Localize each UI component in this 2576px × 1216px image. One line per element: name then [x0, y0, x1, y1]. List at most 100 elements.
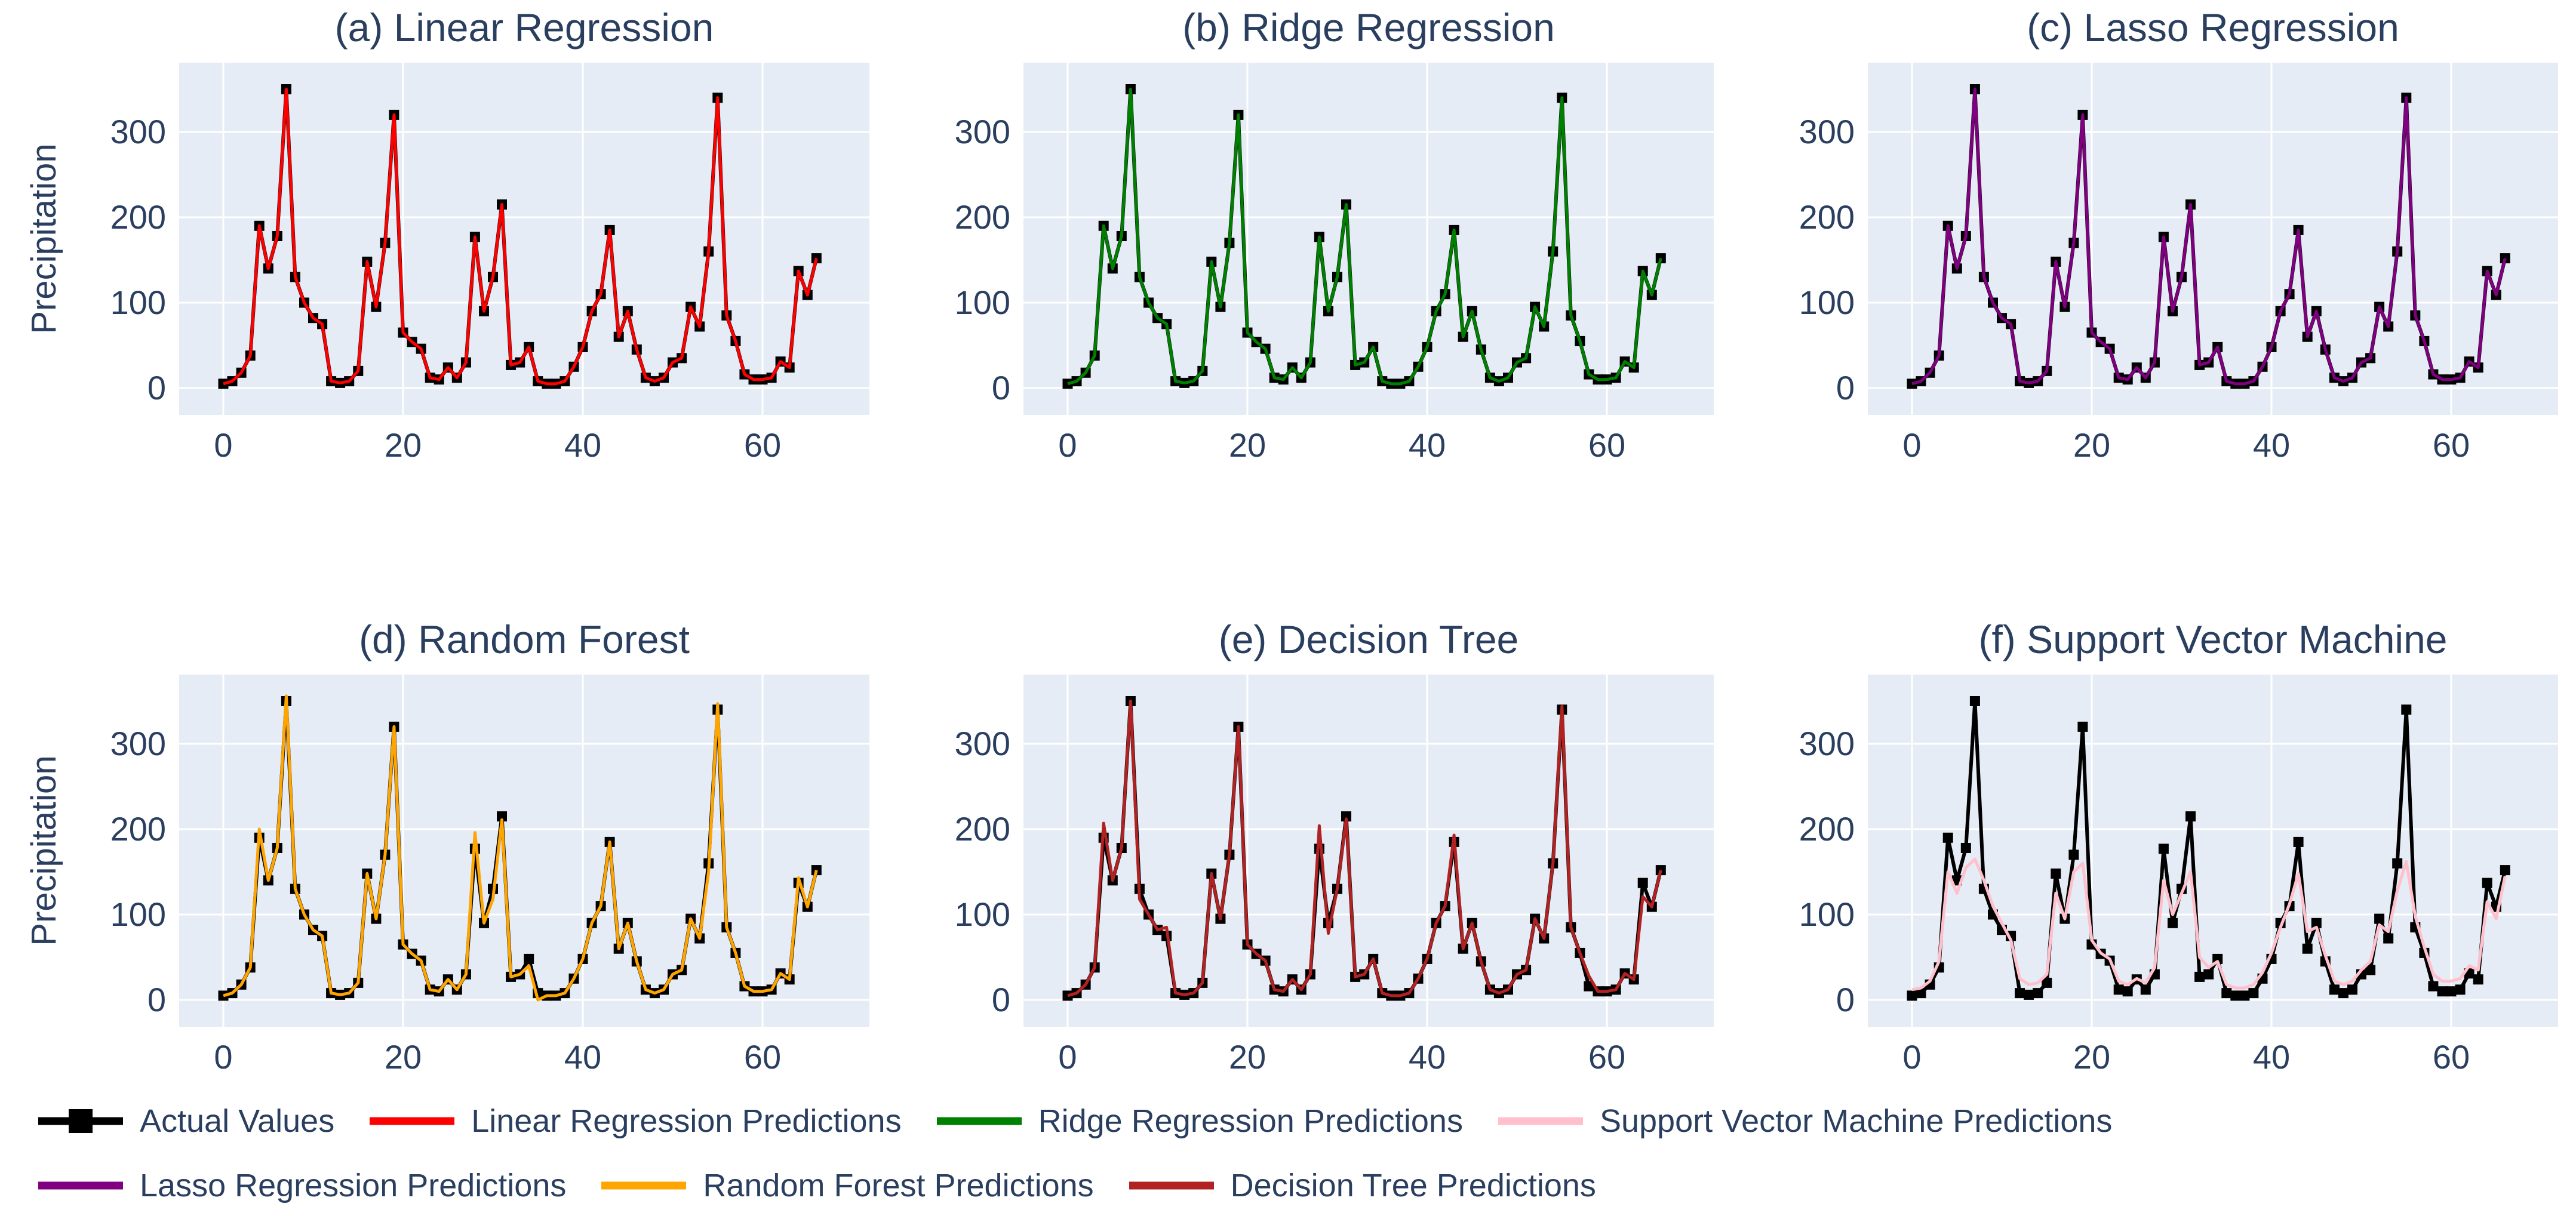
actual-marker — [2230, 990, 2241, 1001]
y-tick-label: 300 — [1799, 113, 1855, 150]
actual-marker — [2338, 988, 2348, 999]
subplot-linear-regression: (a) Linear Regression 0 20 40 60 0 100 200 300 — [78, 0, 869, 484]
x-tick-label: 60 — [743, 426, 782, 464]
y-tick-label: 300 — [954, 725, 1010, 762]
x-tick-label: 60 — [2432, 426, 2470, 464]
actual-marker — [2365, 965, 2376, 975]
actual-marker — [2140, 984, 2151, 995]
actual-marker — [1942, 832, 1953, 843]
actual-marker — [2168, 918, 2178, 928]
x-tick-label: 60 — [1588, 1038, 1626, 1076]
y-tick-label: 0 — [1836, 369, 1855, 407]
x-tick-label: 20 — [384, 1038, 422, 1076]
actual-marker — [2401, 704, 2412, 715]
legend-row-1: Actual Values Linear Regression Predicti… — [36, 1097, 2112, 1145]
x-tick-label: 0 — [1058, 426, 1077, 464]
plot-area-random-forest — [179, 675, 869, 1027]
y-axis-title-row1: Precipitation — [24, 143, 63, 334]
subplot-lasso-regression: (c) Lasso Regression 0 20 40 60 0 100 200 300 — [1766, 0, 2558, 484]
x-tick-label: 40 — [1408, 1038, 1446, 1076]
y-tick-label: 0 — [147, 369, 166, 407]
actual-marker — [2293, 836, 2304, 847]
x-tick-label: 20 — [1228, 426, 1267, 464]
y-axis-title-row2: Precipitation — [24, 755, 63, 946]
decision-tree-swatch-icon — [1129, 1181, 1214, 1190]
prediction-line-svm — [1911, 857, 2507, 992]
actual-marker — [2455, 984, 2466, 995]
legend-label: Decision Tree Predictions — [1230, 1168, 1596, 1203]
y-tick-label: 300 — [954, 113, 1010, 150]
y-tick-label: 300 — [1799, 725, 1855, 762]
actual-marker — [2500, 865, 2510, 876]
actual-marker — [2015, 988, 2025, 999]
prediction-line-random_forest — [223, 694, 818, 1002]
x-tick-label: 60 — [1588, 426, 1626, 464]
y-tick-label: 0 — [1836, 981, 1855, 1018]
x-tick-label: 0 — [1902, 1038, 1922, 1076]
actual-marker — [2248, 988, 2259, 999]
x-tick-label: 60 — [2432, 1038, 2470, 1076]
actual-marker — [1655, 865, 1666, 876]
actual-marker — [1969, 696, 1980, 706]
y-tick-label: 100 — [954, 895, 1010, 933]
plot-area-lasso-regression — [1868, 63, 2558, 415]
actual-marker — [2482, 878, 2492, 888]
x-tick-label: 40 — [564, 426, 602, 464]
y-tick-label: 0 — [991, 369, 1010, 407]
legend-item-linear-regression: Linear Regression Predictions — [367, 1102, 902, 1140]
plot-area-decision-tree — [1023, 675, 1714, 1027]
prediction-line-lasso — [1911, 88, 2507, 386]
legend-label: Random Forest Predictions — [703, 1168, 1094, 1203]
y-tick-label: 200 — [954, 810, 1010, 848]
x-tick-label: 60 — [743, 1038, 782, 1076]
x-tick-label: 20 — [1228, 1038, 1267, 1076]
actual-marker — [1637, 878, 1648, 888]
actual-marker — [2311, 918, 2322, 928]
actual-marker — [811, 865, 822, 876]
actual-marker — [2033, 988, 2043, 999]
actual-marker — [1916, 988, 1926, 999]
actual-marker — [2051, 868, 2061, 879]
y-tick-label: 200 — [1799, 198, 1855, 236]
actual-marker — [2392, 858, 2403, 869]
y-tick-label: 0 — [147, 981, 166, 1018]
plot-area-ridge-regression — [1023, 63, 1714, 415]
actual-marker — [2428, 981, 2439, 992]
legend-label: Linear Regression Predictions — [471, 1103, 902, 1139]
subplot-random-forest: (d) Random Forest 0 20 40 60 0 100 200 300 — [78, 612, 869, 1095]
legend-item-support-vector-machine: Support Vector Machine Predictions — [1496, 1102, 2112, 1140]
y-tick-label: 100 — [1799, 284, 1855, 321]
actual-marker — [1960, 843, 1971, 853]
actual-values-swatch-icon — [38, 1109, 123, 1133]
x-tick-label: 40 — [2252, 1038, 2291, 1076]
legend-row-2: Lasso Regression Predictions Random Fore… — [36, 1162, 1596, 1209]
x-tick-label: 0 — [214, 1038, 233, 1076]
legend-label: Ridge Regression Predictions — [1038, 1103, 1463, 1139]
legend-item-actual-values: Actual Values — [36, 1102, 334, 1140]
x-tick-label: 40 — [564, 1038, 602, 1076]
actual-marker — [497, 811, 507, 822]
y-tick-label: 200 — [110, 810, 166, 848]
y-tick-label: 300 — [110, 113, 166, 150]
subplot-title-f: (f) Support Vector Machine — [1978, 617, 2448, 661]
subplot-title-a: (a) Linear Regression — [334, 5, 714, 50]
subplot-decision-tree: (e) Decision Tree 0 20 40 60 0 100 200 300 — [922, 612, 1714, 1095]
actual-marker — [2203, 969, 2214, 980]
legend-item-ridge-regression: Ridge Regression Predictions — [935, 1102, 1463, 1140]
y-tick-label: 200 — [1799, 810, 1855, 848]
ridge-regression-swatch-icon — [936, 1117, 1022, 1125]
x-tick-label: 0 — [1902, 426, 1922, 464]
actual-marker — [524, 953, 534, 964]
prediction-line-ridge — [1067, 88, 1662, 386]
legend-square-marker — [69, 1109, 93, 1133]
subplot-ridge-regression: (b) Ridge Regression 0 20 40 60 0 100 200 300 — [922, 0, 1714, 484]
lasso-regression-swatch-icon — [38, 1181, 123, 1190]
y-tick-label: 100 — [1799, 895, 1855, 933]
legend-label: Lasso Regression Predictions — [140, 1168, 567, 1203]
actual-marker — [2329, 984, 2340, 995]
legend-item-lasso-regression: Lasso Regression Predictions — [36, 1166, 566, 1205]
actual-marker — [2185, 811, 2196, 822]
actual-marker — [2383, 933, 2394, 944]
x-tick-label: 40 — [2252, 426, 2291, 464]
x-tick-label: 20 — [384, 426, 422, 464]
